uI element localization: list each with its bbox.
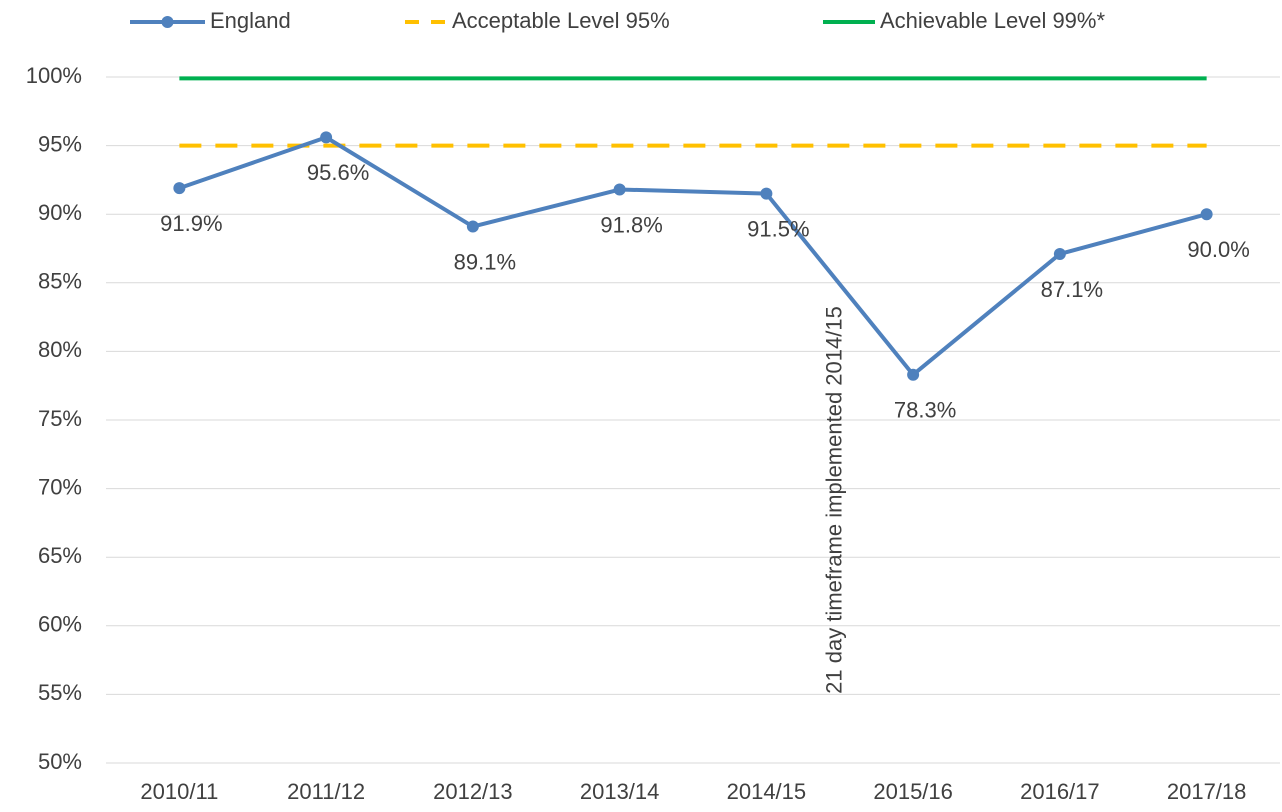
y-tick-label: 90% [38, 200, 82, 225]
x-tick-label: 2014/15 [727, 779, 807, 804]
y-tick-label: 75% [38, 406, 82, 431]
legend-marker [161, 16, 174, 28]
y-tick-label: 60% [38, 612, 82, 637]
y-tick-label: 100% [26, 63, 82, 88]
x-tick-label: 2010/11 [140, 779, 218, 804]
data-label: 91.9% [160, 211, 222, 236]
marker [1053, 247, 1066, 260]
x-tick-label: 2011/12 [287, 779, 365, 804]
marker [613, 183, 626, 196]
marker [760, 187, 773, 200]
y-tick-label: 85% [38, 269, 82, 294]
data-label: 91.8% [600, 212, 662, 237]
data-label: 91.5% [747, 216, 809, 241]
x-tick-label: 2015/16 [873, 779, 953, 804]
legend-label: Acceptable Level 95% [452, 8, 670, 33]
series-line [178, 135, 1208, 377]
y-tick-label: 95% [38, 131, 82, 156]
data-label: 87.1% [1041, 277, 1103, 302]
y-tick-label: 55% [38, 680, 82, 705]
y-tick-label: 70% [38, 474, 82, 499]
x-tick-label: 2012/13 [433, 779, 513, 804]
annotation: 21 day timeframe implemented 2014/15 [822, 306, 847, 694]
data-label: 90.0% [1187, 237, 1249, 262]
data-label: 95.6% [307, 160, 369, 185]
y-tick-label: 65% [38, 543, 82, 568]
marker [1200, 208, 1213, 221]
marker [320, 131, 333, 144]
data-label: 78.3% [894, 398, 956, 423]
marker [907, 368, 920, 381]
x-tick-label: 2017/18 [1167, 779, 1247, 804]
data-label: 89.1% [454, 249, 516, 274]
marker [173, 182, 186, 195]
legend-label: Achievable Level 99%* [880, 8, 1105, 33]
y-tick-label: 80% [38, 337, 82, 362]
legend-label: England [210, 8, 291, 33]
x-tick-label: 2016/17 [1020, 779, 1100, 804]
marker [466, 220, 479, 233]
x-tick-label: 2013/14 [580, 779, 660, 804]
y-tick-label: 50% [38, 749, 82, 774]
